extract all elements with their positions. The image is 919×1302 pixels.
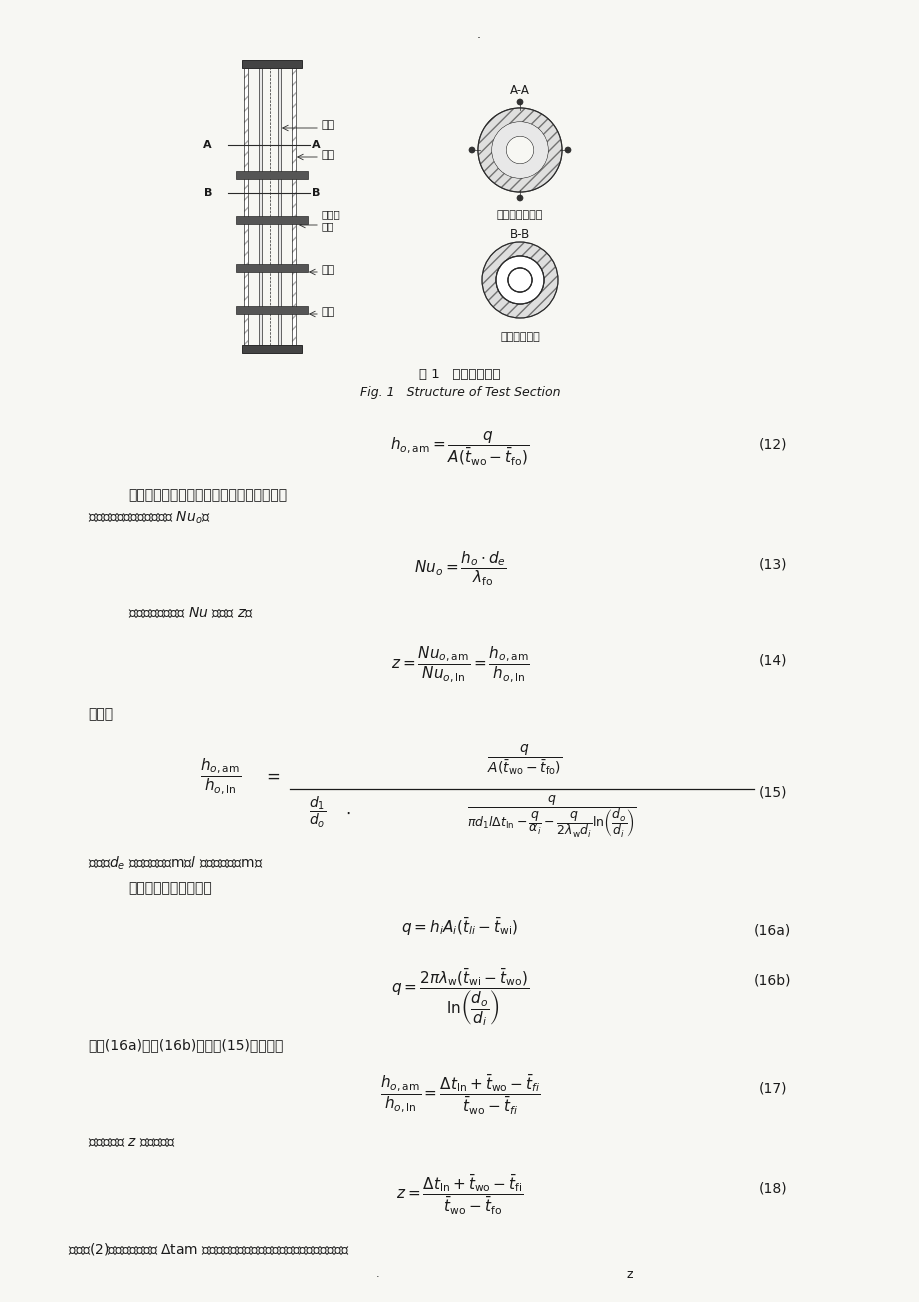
Text: $q = h_i A_i (\bar{t}_{li} - \bar{t}_{\mathrm{wi}})$: $q = h_i A_i (\bar{t}_{li} - \bar{t}_{\m…: [401, 917, 518, 939]
Text: A: A: [312, 141, 321, 150]
Text: 肋片: 肋片: [322, 266, 335, 275]
Text: 以计算出环形通道的努赛数 $Nu_o$：: 以计算出环形通道的努赛数 $Nu_o$：: [88, 510, 210, 526]
Text: B: B: [312, 187, 320, 198]
Text: 根据式(2)，算术平均温差 $\Delta$tam 又可以表示成冷热流体间的温差，即传热温压：: 根据式(2)，算术平均温差 $\Delta$tam 又可以表示成冷热流体间的温差…: [68, 1241, 350, 1256]
Text: $z = \dfrac{\Delta t_{\mathrm{ln}} + \bar{t}_{\mathrm{wo}} - \bar{t}_{\mathrm{fi: $z = \dfrac{\Delta t_{\mathrm{ln}} + \ba…: [395, 1173, 524, 1217]
Bar: [244, 68, 248, 345]
Text: Fig. 1   Structure of Test Section: Fig. 1 Structure of Test Section: [359, 385, 560, 398]
Text: (12): (12): [758, 437, 786, 452]
Text: (14): (14): [758, 654, 786, 667]
Text: 封头: 封头: [322, 307, 335, 316]
Text: 式中，$d_e$ 为当量直径，m；$l$ 为换热长度，m。: 式中，$d_e$ 为当量直径，m；$l$ 为换热长度，m。: [88, 855, 264, 872]
Text: $Nu_o = \dfrac{h_o \cdot d_e}{\lambda_{\mathrm{fo}}}$: $Nu_o = \dfrac{h_o \cdot d_e}{\lambda_{\…: [414, 549, 505, 589]
Text: 根据两种方法计算得到的对流换热系数，可: 根据两种方法计算得到的对流换热系数，可: [128, 488, 287, 503]
Circle shape: [516, 99, 522, 105]
Text: (16b): (16b): [754, 974, 790, 988]
Wedge shape: [478, 108, 562, 191]
Text: 热电偶安装方式: 热电偶安装方式: [496, 210, 542, 220]
Bar: [291, 68, 296, 345]
Circle shape: [507, 268, 531, 292]
Text: (17): (17): [758, 1081, 786, 1095]
Wedge shape: [492, 122, 548, 178]
Text: 所以，比值 $z$ 可表示成：: 所以，比值 $z$ 可表示成：: [88, 1135, 176, 1148]
Text: 其中，: 其中，: [88, 707, 113, 721]
Bar: [278, 68, 280, 345]
Text: $h_{o,\mathrm{am}} = \dfrac{q}{A(\bar{t}_{\mathrm{wo}} - \bar{t}_{\mathrm{fo}})}: $h_{o,\mathrm{am}} = \dfrac{q}{A(\bar{t}…: [390, 430, 529, 469]
Text: $z = \dfrac{Nu_{o,\mathrm{am}}}{Nu_{o,\mathrm{ln}}} = \dfrac{h_{o,\mathrm{am}}}{: $z = \dfrac{Nu_{o,\mathrm{am}}}{Nu_{o,\m…: [390, 644, 529, 685]
Circle shape: [516, 195, 522, 201]
Text: 内管: 内管: [322, 120, 335, 130]
Bar: [236, 264, 308, 272]
Bar: [242, 345, 301, 353]
Text: 设这两种方法所得 $Nu$ 之比为 $z$：: 设这两种方法所得 $Nu$ 之比为 $z$：: [128, 605, 254, 620]
Text: B: B: [203, 187, 211, 198]
Bar: [236, 216, 308, 224]
Text: 外管: 外管: [322, 150, 335, 160]
Text: A: A: [203, 141, 211, 150]
Text: $\dfrac{h_{o,\mathrm{am}}}{h_{o,\mathrm{ln}}}$: $\dfrac{h_{o,\mathrm{am}}}{h_{o,\mathrm{…: [200, 756, 241, 797]
Wedge shape: [495, 256, 543, 303]
Text: $\dfrac{h_{o,\mathrm{am}}}{h_{o,\mathrm{ln}}} = \dfrac{\Delta t_{\mathrm{ln}} + : $\dfrac{h_{o,\mathrm{am}}}{h_{o,\mathrm{…: [380, 1073, 539, 1117]
Text: (13): (13): [758, 559, 786, 572]
Text: 根据热流率计算公式：: 根据热流率计算公式：: [128, 881, 211, 894]
Text: $=$: $=$: [263, 767, 279, 785]
Text: A-A: A-A: [509, 83, 529, 96]
Text: $\dfrac{q}{A(\bar{t}_{\mathrm{wo}} - \bar{t}_{\mathrm{fo}})}$: $\dfrac{q}{A(\bar{t}_{\mathrm{wo}} - \ba…: [486, 742, 562, 776]
Wedge shape: [482, 242, 558, 318]
Text: (16a): (16a): [754, 924, 790, 937]
Circle shape: [564, 147, 571, 154]
Text: (15): (15): [758, 785, 786, 799]
Text: 将式(16a)和式(16b)代入式(15)，可得：: 将式(16a)和式(16b)代入式(15)，可得：: [88, 1038, 283, 1052]
Bar: [244, 68, 248, 345]
Text: .: .: [375, 1269, 379, 1279]
Bar: [236, 306, 308, 314]
Text: z: z: [626, 1268, 633, 1280]
Bar: [242, 60, 301, 68]
Text: 图 1   实验段结构图: 图 1 实验段结构图: [419, 368, 500, 381]
Text: $q = \dfrac{2\pi\lambda_{\mathrm{w}}(\bar{t}_{\mathrm{wi}} - \bar{t}_{\mathrm{wo: $q = \dfrac{2\pi\lambda_{\mathrm{w}}(\ba…: [391, 966, 528, 1027]
Text: 热电偶
位置: 热电偶 位置: [322, 210, 340, 230]
Text: (18): (18): [757, 1181, 787, 1195]
Bar: [236, 171, 308, 178]
Bar: [291, 68, 296, 345]
Text: $\dfrac{q}{\pi d_1 l \Delta t_{\mathrm{ln}} - \dfrac{q}{\alpha_i} - \dfrac{q}{2\: $\dfrac{q}{\pi d_1 l \Delta t_{\mathrm{l…: [467, 794, 636, 840]
Text: $\dfrac{d_1}{d_o}$: $\dfrac{d_1}{d_o}$: [309, 796, 325, 831]
Text: 定位支撑结构: 定位支撑结构: [500, 332, 539, 342]
Text: $\cdot$: $\cdot$: [345, 805, 350, 822]
Text: B-B: B-B: [509, 228, 529, 241]
Circle shape: [469, 147, 474, 154]
Bar: [259, 68, 262, 345]
Text: .: .: [476, 29, 480, 40]
